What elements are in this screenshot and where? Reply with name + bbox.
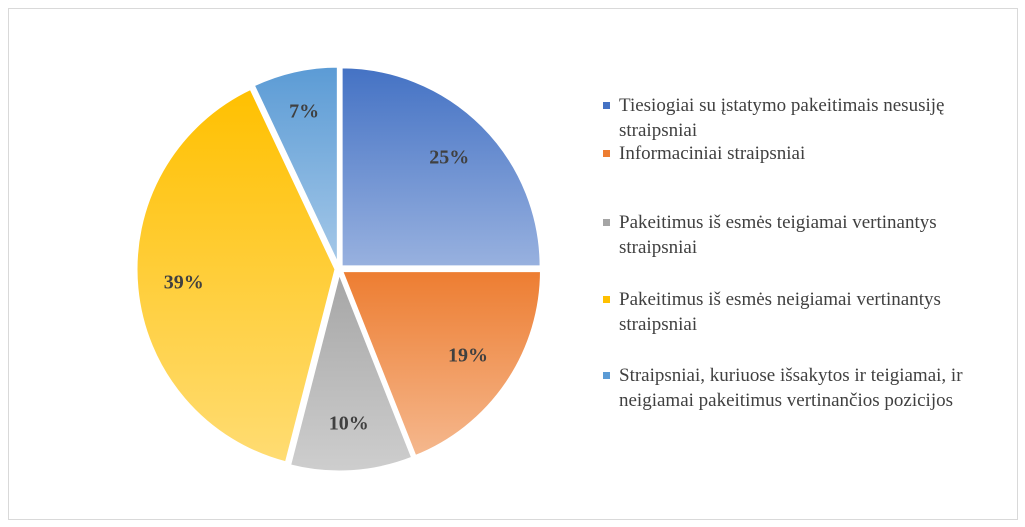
legend-item: Informaciniai straipsniai — [603, 141, 1003, 166]
legend-label: Pakeitimus iš esmės teigiamai vertinanty… — [619, 212, 937, 258]
pie-slice — [251, 64, 340, 267]
data-label: 7% — [289, 100, 319, 122]
legend-item: Tiesiogiai su įstatymo pakeitimais nesus… — [603, 93, 1003, 143]
data-label: 25% — [429, 146, 469, 168]
legend-label: Informaciniai straipsniai — [619, 143, 806, 164]
legend-swatch — [603, 102, 610, 109]
legend-label: Tiesiogiai su įstatymo pakeitimais nesus… — [619, 95, 945, 141]
legend-item: Pakeitimus iš esmės teigiamai vertinanty… — [603, 210, 1003, 260]
data-label: 10% — [329, 412, 369, 434]
data-label: 39% — [164, 271, 204, 293]
legend-label: Pakeitimus iš esmės neigiamai vertinanty… — [619, 289, 941, 335]
legend-swatch — [603, 219, 610, 226]
legend-label: Straipsniai, kuriuose išsakytos ir teigi… — [619, 365, 963, 411]
data-label: 19% — [448, 344, 488, 366]
pie-slice — [339, 65, 543, 269]
legend-swatch — [603, 372, 610, 379]
pie-slice — [134, 86, 338, 465]
legend-swatch — [603, 296, 610, 303]
pie-slice — [287, 267, 415, 474]
legend-item: Straipsniai, kuriuose išsakytos ir teigi… — [603, 363, 1003, 413]
pie-slice — [339, 269, 543, 459]
legend-swatch — [603, 150, 610, 157]
legend-item: Pakeitimus iš esmės neigiamai vertinanty… — [603, 287, 1003, 337]
